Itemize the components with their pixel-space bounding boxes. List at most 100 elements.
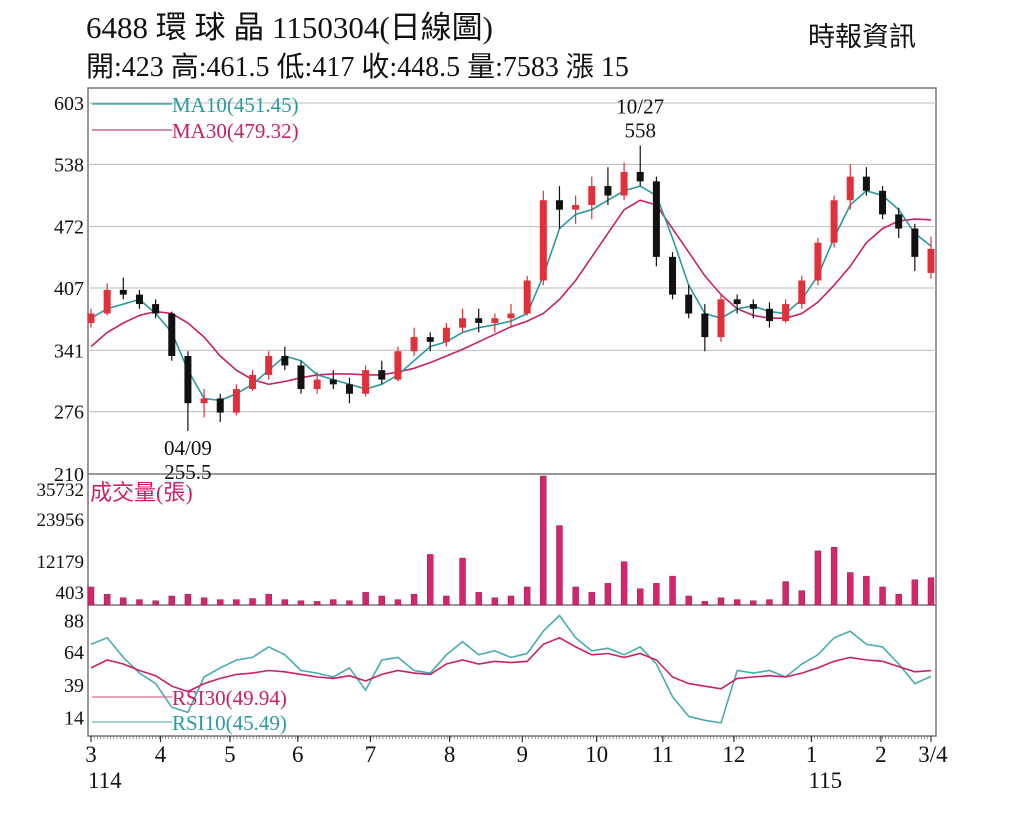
candle-body xyxy=(249,374,257,390)
volume-bar xyxy=(620,561,628,606)
year-label: 115 xyxy=(808,768,842,793)
candle-body xyxy=(491,318,499,323)
rsi-tick-label: 64 xyxy=(64,642,84,664)
volume-bar xyxy=(362,592,369,606)
volume-bar xyxy=(879,586,886,606)
volume-bar xyxy=(766,599,773,606)
volume-bar xyxy=(136,599,143,606)
candle-body xyxy=(232,389,240,413)
volume-bar xyxy=(200,597,208,606)
rsi-legend: RSI30(49.94) RSI10(45.49) xyxy=(92,686,287,735)
volume-bar xyxy=(265,593,272,606)
volume-bar xyxy=(895,593,902,606)
rsi-tick-label: 88 xyxy=(64,611,84,633)
candle-body xyxy=(717,299,725,338)
volume-bar xyxy=(814,550,822,606)
rsi-panel: 88 64 39 14 xyxy=(64,611,932,730)
candle-body xyxy=(588,186,596,205)
x-tick-label: 8 xyxy=(444,742,456,767)
volume-bar xyxy=(604,583,612,606)
candle-body xyxy=(119,289,127,295)
high-annotation-date: 10/27 xyxy=(616,94,664,118)
x-tick-label: 11 xyxy=(652,742,674,767)
volume-bar xyxy=(507,595,515,606)
volume-bar xyxy=(701,601,709,606)
candle-body xyxy=(103,289,111,314)
candle-body xyxy=(329,379,337,385)
volume-bar xyxy=(281,599,289,606)
chart-title: 6488 環 球 晶 1150304(日線圖) xyxy=(86,10,493,45)
volume-bar xyxy=(346,600,353,606)
volume-bar xyxy=(572,586,579,606)
volume-bar xyxy=(927,577,935,606)
price-tick-label: 341 xyxy=(54,340,84,362)
volume-bar xyxy=(669,575,676,606)
candle-body xyxy=(442,327,450,342)
volume-bar xyxy=(750,600,757,606)
volume-panel: 35732 23956 12179 403 xyxy=(37,475,935,606)
rsi-tick-label: 39 xyxy=(64,675,84,697)
candle-body xyxy=(475,318,483,323)
candle-body xyxy=(765,308,773,322)
volume-bar xyxy=(556,525,563,606)
volume-bar xyxy=(410,593,418,606)
volume-bar xyxy=(540,475,547,606)
candle-body xyxy=(426,337,434,342)
high-annotation-value: 558 xyxy=(624,118,656,142)
candle-body xyxy=(507,313,515,319)
volume-bar xyxy=(313,601,321,606)
volume-bar xyxy=(685,595,692,606)
candle-body xyxy=(87,313,95,323)
quote-summary: 開:423 高:461.5 低:417 收:448.5 量:7583 漲 15 xyxy=(86,51,629,83)
candle-body xyxy=(701,313,709,338)
candle-body xyxy=(168,313,176,356)
candle-body xyxy=(830,200,838,243)
volume-bar xyxy=(330,599,337,606)
candle-body xyxy=(911,228,919,257)
candle-body xyxy=(297,365,305,390)
candle-body xyxy=(394,351,402,380)
candle-body xyxy=(135,294,143,305)
volume-bar xyxy=(847,572,854,606)
candle-body xyxy=(927,248,935,273)
ma-legend: MA10(451.45) MA30(479.32) xyxy=(92,93,299,143)
volume-tick-label: 12179 xyxy=(37,552,85,573)
candle-body xyxy=(669,256,677,295)
price-tick-label: 472 xyxy=(54,217,84,239)
candle-body xyxy=(636,171,644,182)
year-label: 114 xyxy=(88,768,122,793)
volume-bar xyxy=(152,600,159,606)
x-tick-label: 2 xyxy=(875,742,887,767)
x-tick-label: 12 xyxy=(722,742,745,767)
candle-body xyxy=(862,176,870,191)
x-tick-label: 4 xyxy=(155,742,167,767)
candle-body xyxy=(313,379,321,390)
volume-bar xyxy=(653,583,660,606)
volume-bar xyxy=(217,599,224,606)
low-annotation-date: 04/09 xyxy=(164,436,212,460)
candle-body xyxy=(814,242,822,281)
candle-body xyxy=(459,318,467,328)
candle-body xyxy=(378,370,386,380)
candle-body xyxy=(200,398,208,404)
candle-body xyxy=(265,355,273,375)
volume-bar xyxy=(443,595,450,606)
rsi10-line xyxy=(90,614,932,724)
volume-bar xyxy=(588,592,595,606)
price-tick-label: 210 xyxy=(54,464,84,486)
candle-body xyxy=(539,200,547,281)
candle-body xyxy=(523,280,531,314)
candle-body xyxy=(152,304,160,314)
x-tick-label: 7 xyxy=(365,742,377,767)
volume-tick-label: 403 xyxy=(56,583,85,604)
volume-bar xyxy=(733,599,741,606)
candle-body xyxy=(879,190,887,215)
candle-body xyxy=(798,280,806,305)
candle-body xyxy=(620,171,628,196)
x-tick-label: 6 xyxy=(292,742,304,767)
volume-bar xyxy=(427,554,434,606)
price-tick-label: 407 xyxy=(54,278,84,300)
volume-bar xyxy=(523,586,531,606)
